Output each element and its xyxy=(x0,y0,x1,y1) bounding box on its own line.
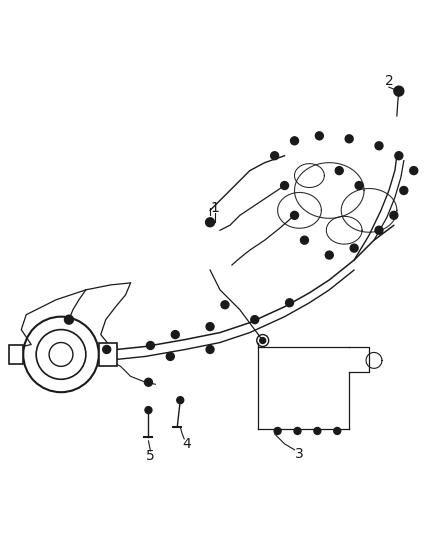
Circle shape xyxy=(290,137,298,145)
Circle shape xyxy=(355,182,363,190)
Circle shape xyxy=(103,345,111,353)
Circle shape xyxy=(281,182,289,190)
Circle shape xyxy=(410,167,418,175)
Circle shape xyxy=(260,337,266,343)
Circle shape xyxy=(395,152,403,160)
FancyBboxPatch shape xyxy=(99,343,117,366)
Circle shape xyxy=(375,142,383,150)
Circle shape xyxy=(375,226,383,234)
Text: 4: 4 xyxy=(182,437,191,451)
Circle shape xyxy=(345,135,353,143)
Circle shape xyxy=(274,427,281,434)
Circle shape xyxy=(335,167,343,175)
Circle shape xyxy=(286,299,293,307)
Circle shape xyxy=(177,397,184,403)
Circle shape xyxy=(221,301,229,309)
Circle shape xyxy=(314,427,321,434)
Circle shape xyxy=(334,427,341,434)
Circle shape xyxy=(400,187,408,195)
Circle shape xyxy=(390,212,398,219)
FancyBboxPatch shape xyxy=(9,344,23,365)
Circle shape xyxy=(394,86,404,96)
Circle shape xyxy=(171,330,179,338)
Circle shape xyxy=(271,152,279,160)
Circle shape xyxy=(146,342,155,350)
Circle shape xyxy=(350,244,358,252)
Circle shape xyxy=(251,316,259,324)
Circle shape xyxy=(315,132,323,140)
Circle shape xyxy=(294,427,301,434)
Text: 2: 2 xyxy=(385,74,393,88)
Circle shape xyxy=(145,407,152,414)
Text: 3: 3 xyxy=(295,447,304,461)
Circle shape xyxy=(325,251,333,259)
Circle shape xyxy=(64,315,74,324)
Circle shape xyxy=(205,218,215,227)
Text: 1: 1 xyxy=(211,201,219,215)
Circle shape xyxy=(206,345,214,353)
Circle shape xyxy=(290,212,298,219)
Circle shape xyxy=(300,236,308,244)
Text: 5: 5 xyxy=(146,449,155,463)
Circle shape xyxy=(206,322,214,330)
Circle shape xyxy=(145,378,152,386)
Circle shape xyxy=(166,352,174,360)
